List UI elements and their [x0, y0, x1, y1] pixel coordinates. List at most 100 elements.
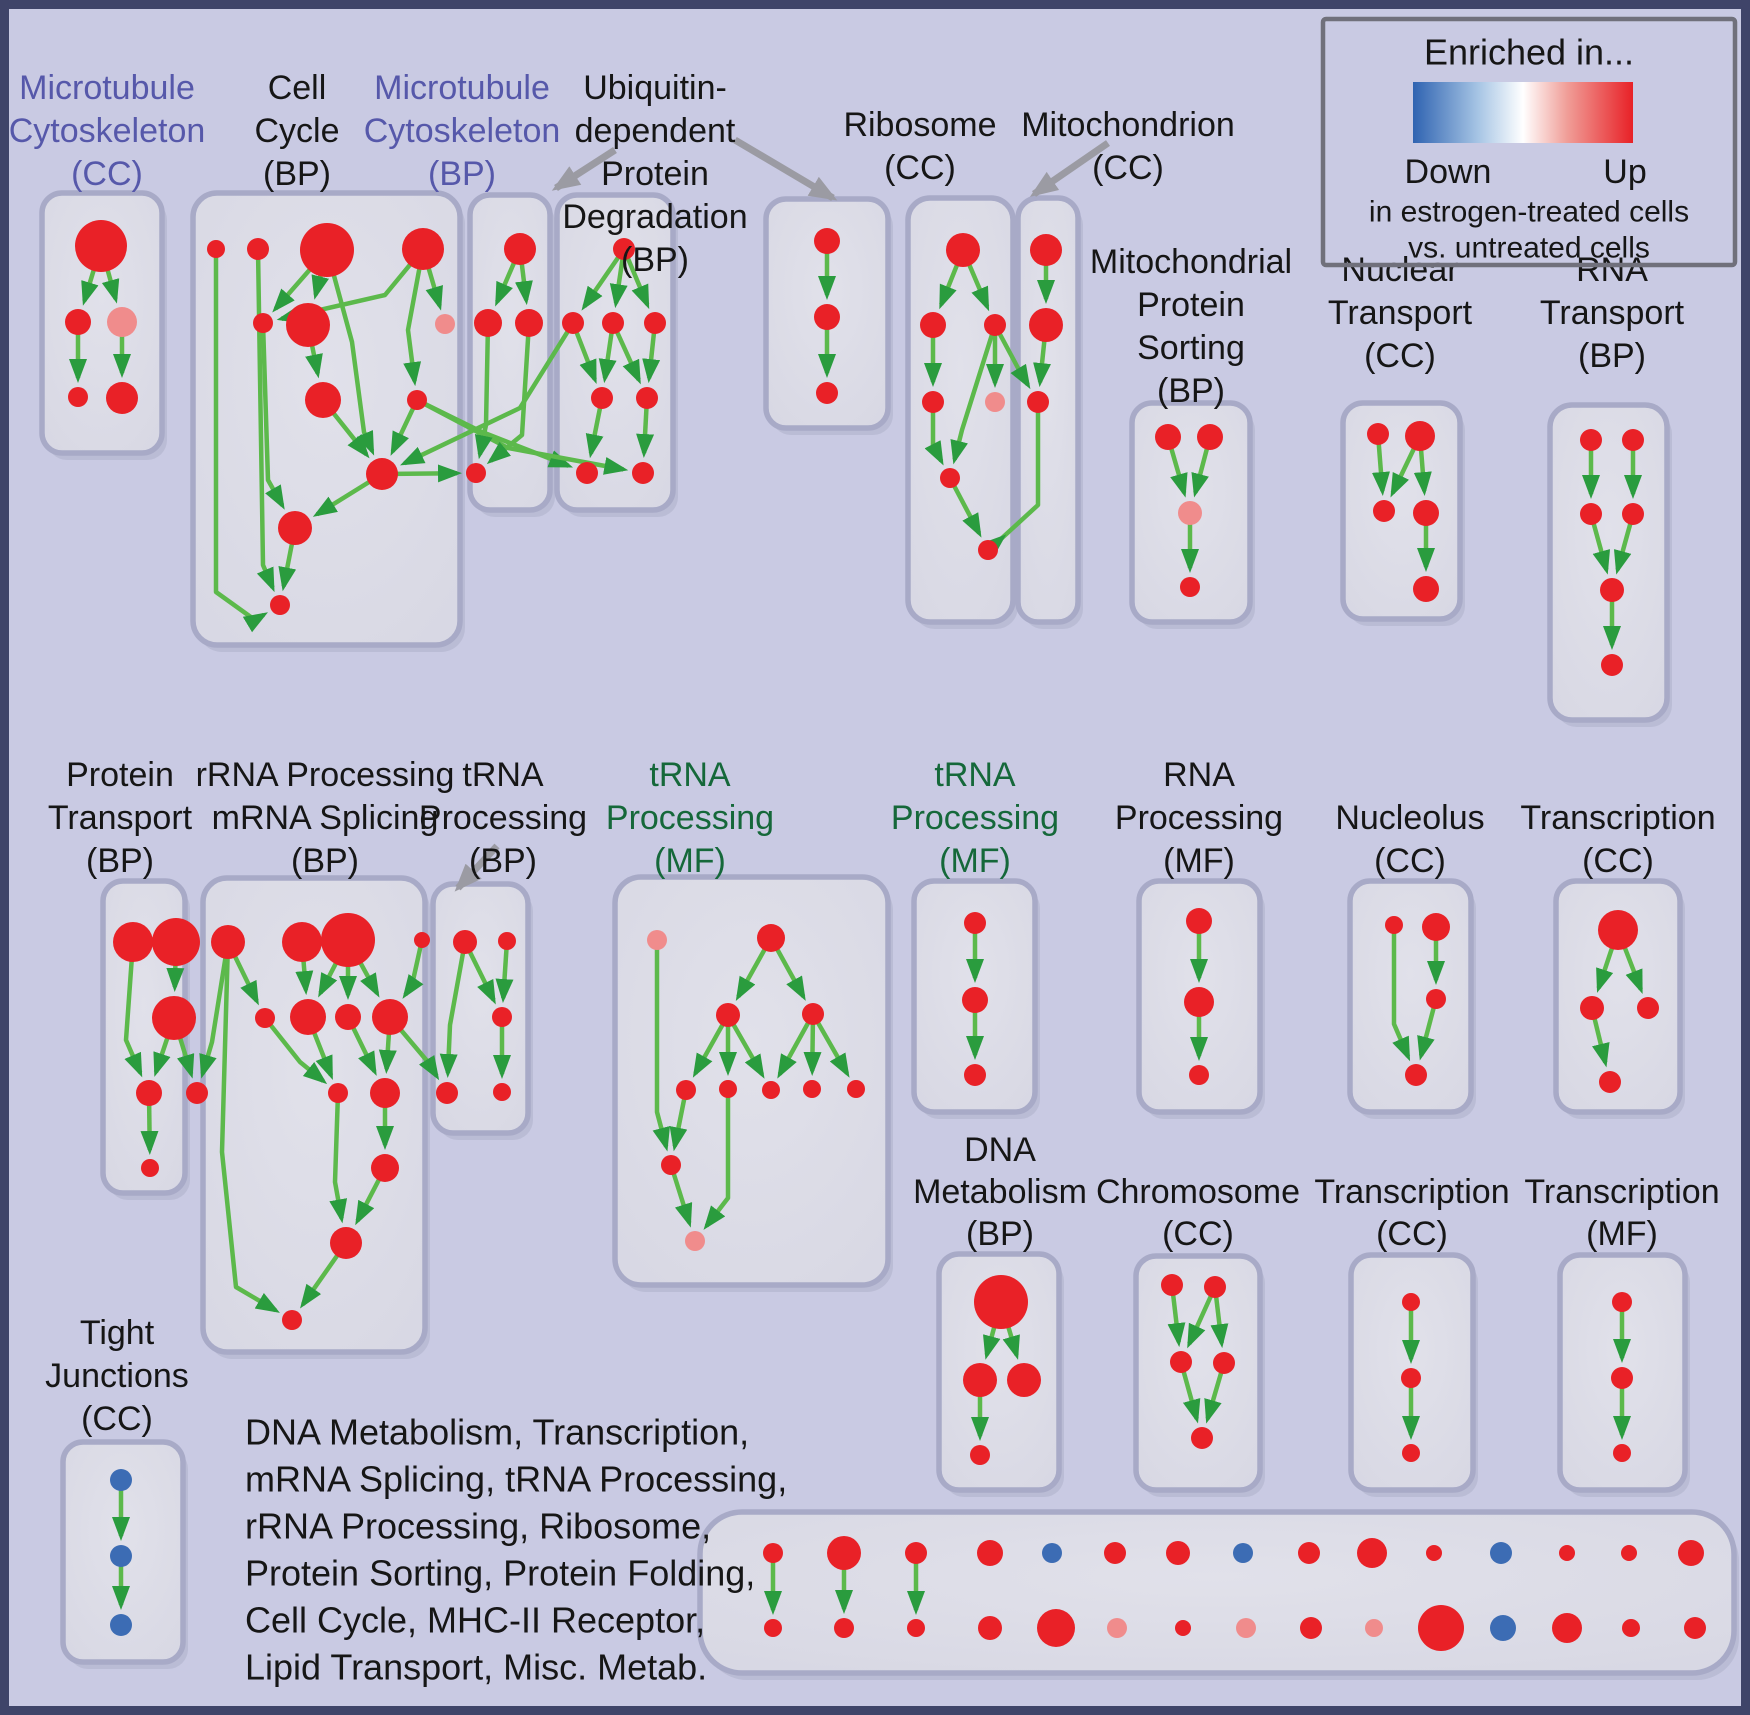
go-term-node-d1 [974, 1275, 1028, 1329]
go-term-node-g3 [716, 1003, 740, 1027]
go-term-node-b13 [1552, 1613, 1582, 1643]
cluster-label-trna-processing-bp-line-1: Processing [419, 799, 587, 837]
cluster-label-ribosome-cc-line-1: (CC) [884, 149, 956, 187]
edge-p1-p4 [123, 941, 143, 1078]
go-term-node-a15 [1678, 1540, 1704, 1566]
go-term-node-q3 [321, 913, 375, 967]
go-term-node-t1 [453, 930, 477, 954]
cluster-label-trna-processing-mf-large-line-2: (MF) [654, 842, 726, 880]
go-term-node-w2 [1580, 996, 1604, 1020]
go-term-node-r1 [946, 233, 980, 267]
go-term-node-d4 [970, 1445, 990, 1465]
cluster-label-transcription-cc-upper-line-1: (CC) [1582, 842, 1654, 880]
go-term-node-b7 [1175, 1620, 1191, 1636]
cluster-label-microtubule-cytoskeleton-bp-line-1: Cytoskeleton [364, 112, 561, 150]
cluster-box-transcription-cc-upper [1553, 878, 1683, 1115]
edge-r6-r7 [948, 476, 982, 538]
go-term-node-tj3 [110, 1614, 132, 1636]
go-term-node-o2 [1422, 913, 1450, 941]
cluster-label-rna-transport-bp-line-1: Transport [1540, 294, 1685, 332]
cluster-label-trna-processing-mf-small-line-2: (MF) [939, 842, 1011, 880]
cluster-label-rrna-processing-mrna-splicing-bp-line-1: mRNA Splicing [212, 799, 439, 837]
go-term-node-q7 [335, 1004, 361, 1030]
cluster-label-nuclear-transport-cc-line-1: Transport [1328, 294, 1473, 332]
go-term-node-g11 [685, 1231, 705, 1251]
go-term-node-b15 [1684, 1617, 1706, 1639]
cluster-label-nuclear-transport-cc-line-2: (CC) [1364, 337, 1436, 375]
go-term-node-u3 [602, 312, 624, 334]
edge-q4-q8 [402, 939, 425, 999]
go-term-node-a7 [1166, 1541, 1190, 1565]
cluster-label-rna-transport-bp-line-0: RNA [1576, 251, 1648, 289]
cluster-label-mitochondrial-protein-sorting-bp-line-2: Sorting [1137, 329, 1245, 367]
legend-subtitle-line1: in estrogen-treated cells [1369, 196, 1689, 229]
go-term-node-a10 [1357, 1538, 1387, 1568]
cluster-label-nuclear-transport-cc-line-0: Nuclear [1341, 251, 1458, 289]
go-term-node-m1 [504, 233, 536, 265]
go-term-node-r5 [985, 392, 1005, 412]
cluster-label-rrna-processing-mrna-splicing-bp-line-2: (BP) [291, 842, 359, 880]
edge-q1-q13 [219, 941, 280, 1313]
go-term-node-q10 [370, 1078, 400, 1108]
cluster-label-protein-transport-bp-line-1: Transport [48, 799, 193, 837]
go-term-node-a14 [1621, 1545, 1637, 1561]
legend-subtitle-line2: vs. untreated cells [1408, 232, 1650, 265]
go-term-node-b4 [978, 1616, 1002, 1640]
go-term-node-s1 [1155, 424, 1181, 450]
label-pointer-arrow-0 [551, 147, 617, 191]
go-term-node-tj2 [110, 1545, 132, 1567]
label-pointer-arrow-2 [1029, 140, 1110, 197]
edge-g6-g11 [703, 1089, 731, 1230]
misc-note-line-2: rRNA Processing, Ribosome, [245, 1506, 711, 1547]
go-term-node-a8 [1233, 1543, 1253, 1563]
go-term-node-t2 [498, 932, 516, 950]
cluster-box-mitochondrion-cc [1015, 195, 1081, 625]
go-term-node-g5 [676, 1080, 696, 1100]
go-term-node-u1 [613, 238, 635, 260]
go-term-node-nt3 [1373, 500, 1395, 522]
misc-note-line-1: mRNA Splicing, tRNA Processing, [245, 1459, 787, 1500]
go-term-node-y2 [1401, 1368, 1421, 1388]
go-term-node-s4 [1180, 577, 1200, 597]
edge-m3-m4 [486, 322, 532, 465]
go-term-node-k2 [962, 987, 988, 1013]
go-term-node-b8 [1236, 1618, 1256, 1638]
go-term-node-p1 [113, 922, 153, 962]
go-term-node-r7 [978, 540, 998, 560]
cluster-box-trna-processing-mf-large [612, 874, 891, 1288]
go-term-node-d3 [1007, 1363, 1041, 1397]
go-term-node-o4 [1405, 1064, 1427, 1086]
cluster-box-chromosome-cc [1133, 1253, 1263, 1493]
cluster-label-ubiquitin-degradation-bp-line-1: dependent [575, 112, 736, 150]
go-term-node-a3 [905, 1542, 927, 1564]
go-term-node-w1 [1598, 910, 1638, 950]
go-term-node-rt6 [1601, 654, 1623, 676]
cluster-label-dna-metabolism-bp-line-1: Metabolism [913, 1173, 1087, 1211]
go-term-node-u2 [562, 312, 584, 334]
go-term-node-h4 [1213, 1352, 1235, 1374]
go-term-node-nt1 [1367, 423, 1389, 445]
go-term-node-c11 [278, 511, 312, 545]
go-term-node-p3 [152, 996, 196, 1040]
cluster-label-ubiquitin-degradation-bp-line-2: Protein [601, 155, 709, 193]
misc-note-line-5: Lipid Transport, Misc. Metab. [245, 1647, 707, 1688]
go-term-node-nt4 [1413, 500, 1439, 526]
cluster-label-trna-processing-mf-small-line-1: Processing [891, 799, 1059, 837]
edge-m2-m4 [474, 322, 493, 460]
edge-mt3-r7 [982, 402, 1041, 557]
go-term-node-u7 [576, 462, 598, 484]
go-term-node-b14 [1622, 1619, 1640, 1637]
go-term-node-a4 [977, 1540, 1003, 1566]
edge-q8-t4 [388, 1015, 440, 1081]
cluster-label-rrna-processing-mrna-splicing-bp-line-0: rRNA Processing [196, 756, 455, 794]
go-term-node-c8 [305, 382, 341, 418]
go-term-node-rt5 [1600, 578, 1624, 602]
go-term-node-a13 [1559, 1545, 1575, 1561]
go-term-node-q4 [414, 932, 430, 948]
misc-note-line-4: Cell Cycle, MHC-II Receptor, [245, 1600, 705, 1641]
cluster-label-tight-junctions-cc-line-0: Tight [80, 1314, 155, 1352]
go-term-node-c12 [270, 595, 290, 615]
edge-u1-u2 [581, 247, 626, 311]
go-term-node-g6 [719, 1080, 737, 1098]
